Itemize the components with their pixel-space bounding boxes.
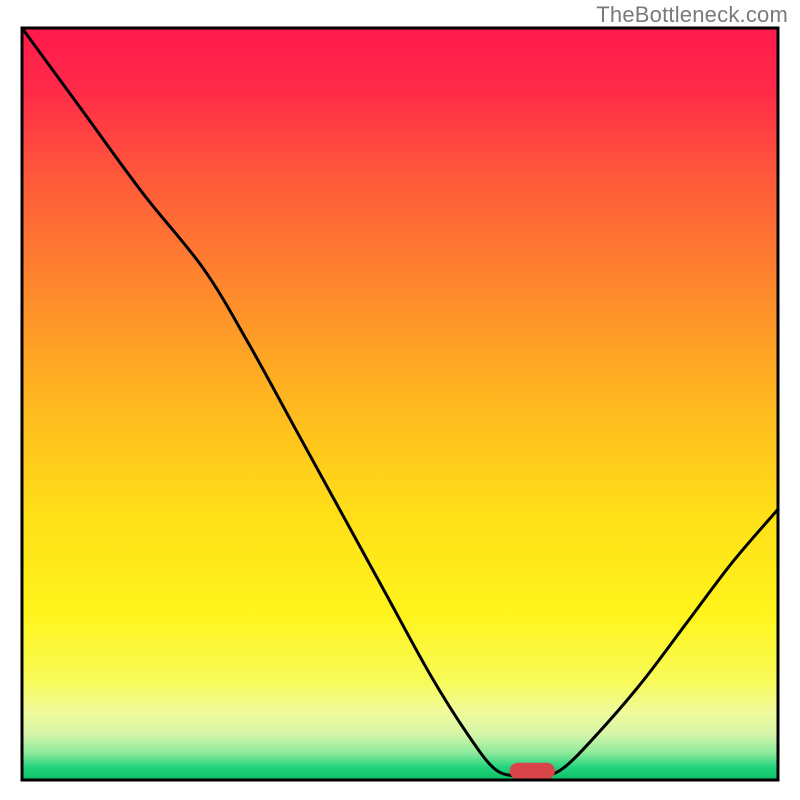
bottleneck-curve-chart bbox=[0, 0, 800, 800]
optimal-marker bbox=[510, 763, 555, 780]
chart-container: TheBottleneck.com bbox=[0, 0, 800, 800]
watermark-label: TheBottleneck.com bbox=[596, 2, 788, 28]
plot-background bbox=[23, 29, 777, 779]
